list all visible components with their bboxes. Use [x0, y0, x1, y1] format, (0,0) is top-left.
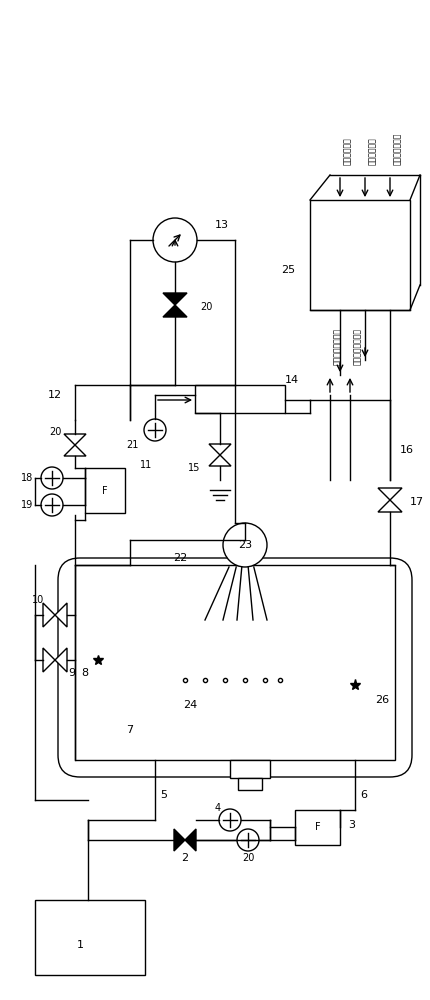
Text: 20: 20 [242, 853, 254, 863]
Text: 外部压力信号: 外部压力信号 [368, 137, 377, 165]
Text: 7: 7 [126, 725, 134, 735]
Polygon shape [64, 445, 86, 456]
Text: 25: 25 [281, 265, 295, 275]
Text: 外部流量计信号: 外部流量计信号 [393, 133, 402, 165]
Bar [295, 810, 340, 845]
Bar [310, 200, 410, 310]
Text: 19: 19 [21, 500, 33, 510]
Text: 18: 18 [21, 473, 33, 483]
Text: 10: 10 [32, 595, 44, 605]
Bar [195, 385, 285, 413]
Polygon shape [55, 648, 67, 672]
Bar [85, 468, 125, 513]
Text: F: F [315, 822, 320, 832]
Text: F: F [102, 486, 108, 495]
Text: 26: 26 [375, 695, 389, 705]
Text: 13: 13 [215, 220, 229, 230]
Polygon shape [64, 434, 86, 445]
Text: 安全壳内温度信号: 安全壳内温度信号 [333, 328, 342, 365]
Polygon shape [185, 829, 196, 851]
FancyBboxPatch shape [58, 558, 412, 777]
Text: 8: 8 [81, 668, 89, 678]
Text: 2: 2 [181, 853, 189, 863]
Text: 20: 20 [49, 427, 61, 437]
Text: 11: 11 [140, 460, 152, 470]
Polygon shape [43, 648, 55, 672]
Text: 5: 5 [160, 790, 167, 800]
Text: 17: 17 [410, 497, 424, 507]
Text: 4: 4 [215, 803, 221, 813]
Text: 22: 22 [173, 553, 187, 563]
Circle shape [153, 218, 197, 262]
Circle shape [219, 809, 241, 831]
Text: 安全壳内压力信号: 安全壳内压力信号 [353, 328, 362, 365]
Bar [75, 565, 395, 760]
Circle shape [144, 419, 166, 441]
Polygon shape [163, 293, 187, 305]
Text: 外部温度信号: 外部温度信号 [343, 137, 352, 165]
Text: 12: 12 [48, 390, 62, 400]
Text: 3: 3 [348, 820, 355, 830]
Polygon shape [209, 444, 231, 455]
Text: 15: 15 [187, 463, 200, 473]
Circle shape [41, 467, 63, 489]
Circle shape [237, 829, 259, 851]
Text: 24: 24 [183, 700, 197, 710]
Bar [238, 778, 262, 790]
Polygon shape [174, 829, 185, 851]
Bar [230, 760, 270, 778]
Polygon shape [163, 305, 187, 317]
Circle shape [41, 494, 63, 516]
Text: 23: 23 [238, 540, 252, 550]
Text: 21: 21 [126, 440, 138, 450]
Polygon shape [378, 500, 402, 512]
Bar [35, 900, 145, 975]
Text: 1: 1 [77, 940, 83, 950]
Text: 6: 6 [360, 790, 367, 800]
Polygon shape [209, 455, 231, 466]
Text: 14: 14 [285, 375, 299, 385]
Text: 20: 20 [200, 302, 212, 312]
Polygon shape [378, 488, 402, 500]
Polygon shape [55, 603, 67, 627]
Text: 16: 16 [400, 445, 414, 455]
Circle shape [223, 523, 267, 567]
Polygon shape [43, 603, 55, 627]
Text: 9: 9 [68, 668, 75, 678]
